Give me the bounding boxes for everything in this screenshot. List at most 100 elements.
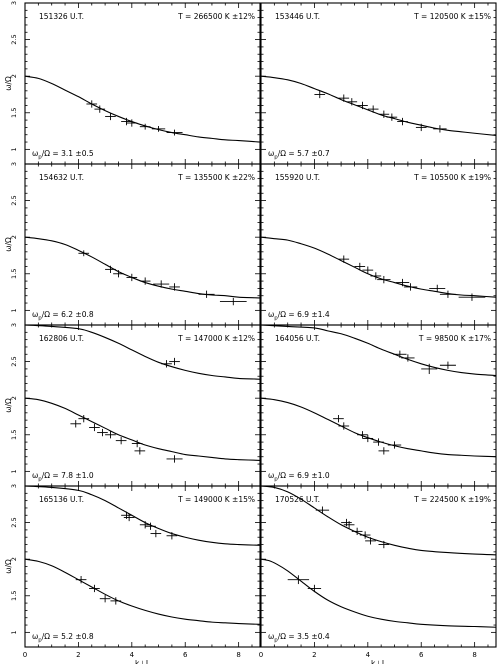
- panel-ratio-label: ωp/Ω = 5.7 ±0.7: [268, 149, 330, 161]
- data-point: [343, 521, 355, 529]
- data-point: [131, 439, 143, 448]
- data-point: [287, 575, 310, 585]
- omega-symbol: ω: [32, 471, 38, 480]
- panel-ratio-label: ωp/Ω = 3.5 ±0.4: [268, 632, 330, 644]
- data-point: [166, 129, 183, 136]
- x-tick-label: 2: [76, 651, 80, 659]
- ratio-separator: /Ω =: [42, 632, 61, 641]
- ratio-value: 6.2 ±0.8: [61, 310, 94, 319]
- omega-subscript: p: [38, 155, 42, 161]
- data-point: [357, 101, 368, 110]
- y-tick-label: 1: [10, 630, 18, 634]
- data-point: [458, 293, 486, 301]
- omega-subscript: p: [38, 477, 42, 483]
- panel-frame: [24, 163, 261, 326]
- data-point: [338, 255, 350, 263]
- data-point: [105, 431, 116, 439]
- x-axis-label: k⊥L: [135, 659, 151, 664]
- data-point: [401, 354, 415, 362]
- panel-6: 164056 U.T. T = 98500 K ±17% ωp/Ω = 6.9 ±1…: [260, 324, 497, 487]
- omega-subscript: p: [38, 316, 42, 322]
- panel-ratio-label: ωp/Ω = 6.9 ±1.0: [268, 471, 330, 483]
- panel-ratio-label: ωp/Ω = 6.2 ±0.8: [32, 310, 94, 322]
- panel-ratio-label: ωp/Ω = 5.2 ±0.8: [32, 632, 94, 644]
- data-point: [378, 110, 390, 118]
- data-point: [415, 123, 427, 132]
- data-point: [439, 290, 456, 298]
- data-point: [126, 119, 138, 127]
- ratio-value: 3.1 ±0.5: [61, 149, 94, 158]
- panel-8: 0 2 4 6 8 k⊥L 170526 U.T. T = 224500 K ±19% ωp/Ω…: [259, 485, 497, 664]
- y-tick-label: 2: [10, 557, 18, 561]
- panel-time: 162806 U.T.: [39, 334, 84, 343]
- data-point: [121, 117, 132, 126]
- panel-time: 170526 U.T.: [275, 495, 320, 504]
- y-tick-label: 3: [10, 1, 18, 5]
- data-point: [378, 540, 390, 549]
- x-tick-label: 0: [23, 651, 27, 659]
- ratio-separator: /Ω =: [278, 471, 297, 480]
- omega-symbol: ω: [268, 149, 274, 158]
- data-point: [139, 521, 151, 529]
- data-point: [315, 506, 330, 514]
- data-point: [367, 105, 379, 113]
- ratio-separator: /Ω =: [278, 632, 297, 641]
- data-point: [346, 98, 358, 106]
- panel-ratio-label: ωp/Ω = 6.9 ±1.4: [268, 310, 330, 322]
- model-curve: [261, 236, 496, 298]
- panel-temperature: T = 120500 K ±15%: [413, 12, 491, 21]
- data-point: [362, 434, 374, 443]
- data-point: [377, 275, 391, 284]
- data-point: [139, 277, 151, 285]
- data-point: [139, 123, 151, 130]
- data-point: [307, 584, 322, 593]
- data-point: [70, 420, 82, 428]
- data-point: [362, 266, 374, 274]
- model-curve: [25, 397, 260, 461]
- model-curve: [261, 486, 496, 556]
- model-curve: [261, 75, 496, 137]
- y-tick-label: 3: [10, 484, 18, 488]
- omega-subscript: p: [274, 638, 278, 644]
- data-point: [386, 113, 398, 121]
- data-point: [123, 513, 135, 522]
- data-point: [421, 363, 438, 375]
- data-point: [357, 431, 368, 439]
- x-tick-label: 6: [183, 651, 188, 659]
- omega-symbol: ω: [32, 310, 38, 319]
- y-axis-label: ω/Ω: [4, 559, 13, 574]
- panel-ratio-label: ωp/Ω = 3.1 ±0.5: [32, 149, 94, 161]
- data-point: [78, 415, 90, 423]
- data-point: [113, 270, 124, 278]
- omega-symbol: ω: [268, 632, 274, 641]
- omega-symbol: ω: [268, 471, 274, 480]
- panel-temperature: T = 135500 K ±22%: [177, 173, 255, 182]
- ratio-value: 3.5 ±0.4: [297, 632, 330, 641]
- data-point: [314, 90, 326, 99]
- y-tick-label: 2: [10, 74, 18, 78]
- panel-3: 1 1.5 2 2.5 3 ω/Ω 154632 U.T. T = 135500 K ±22%…: [4, 162, 261, 326]
- data-point: [105, 265, 116, 274]
- panel-time: 155920 U.T.: [275, 173, 320, 182]
- panel-time: 154632 U.T.: [39, 173, 84, 182]
- data-point: [166, 455, 183, 463]
- model-curve: [25, 325, 260, 380]
- panel-temperature: T = 147000 K ±12%: [177, 334, 255, 343]
- ratio-value: 7.8 ±1.0: [61, 471, 94, 480]
- x-tick-label: 2: [312, 651, 316, 659]
- y-axis-label: ω/Ω: [4, 237, 13, 252]
- x-tick-label: 4: [366, 651, 371, 659]
- omega-symbol: ω: [32, 149, 38, 158]
- panel-temperature: T = 224500 K ±19%: [413, 495, 491, 504]
- y-tick-label: 2.5: [10, 34, 18, 44]
- panel-temperature: T = 266500 K ±12%: [177, 12, 255, 21]
- data-point: [403, 283, 418, 291]
- ratio-separator: /Ω =: [42, 149, 61, 158]
- x-tick-label: 0: [259, 651, 263, 659]
- data-point: [333, 415, 344, 423]
- data-point: [433, 125, 447, 133]
- data-point: [378, 447, 390, 455]
- data-point: [338, 94, 350, 102]
- data-point: [94, 105, 106, 113]
- data-point: [86, 100, 98, 108]
